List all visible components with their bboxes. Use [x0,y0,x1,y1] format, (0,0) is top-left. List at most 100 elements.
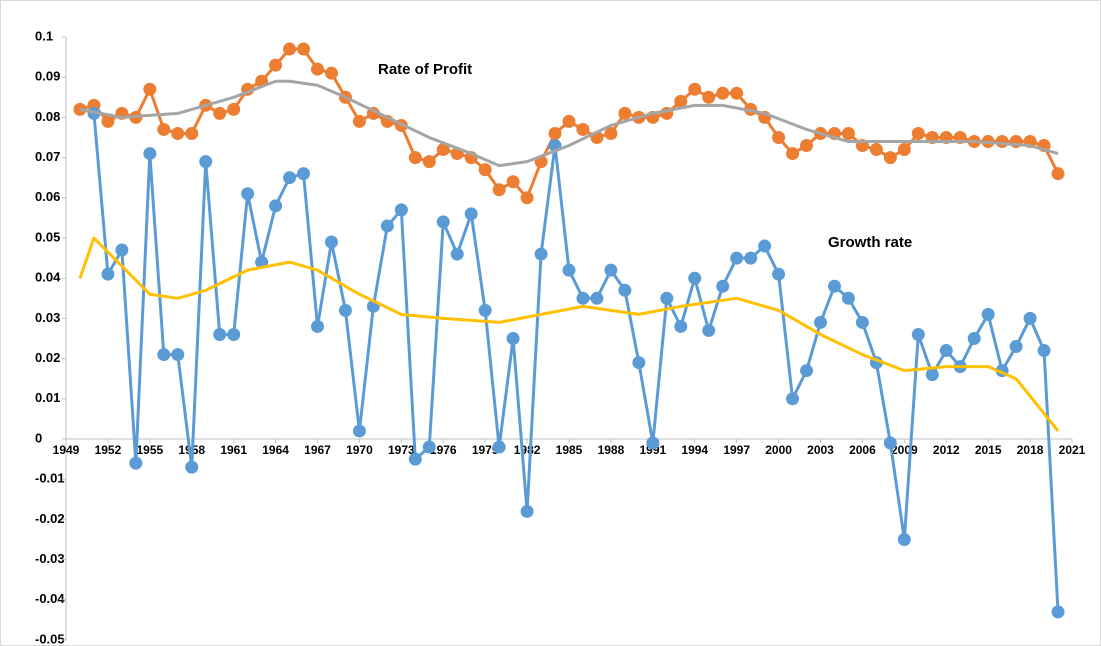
trend-line [79,79,1059,168]
data-point [604,263,618,277]
data-point [786,147,800,161]
data-point [227,327,241,341]
data-point [436,215,450,229]
y-tick-label: 0.07 [35,149,60,164]
y-tick-label: 0.01 [35,390,60,405]
data-point [814,315,827,329]
y-tick-label: -0.03 [35,551,65,566]
data-point [269,58,283,72]
data-point [1037,344,1051,358]
x-tick-label: 2015 [975,443,1002,457]
data-point [772,267,786,281]
x-tick-label: 1949 [53,443,80,457]
x-tick-label: 2003 [807,443,834,457]
data-point [590,291,604,305]
data-point [492,440,506,454]
data-point [967,332,981,345]
data-point [883,436,897,450]
x-tick-label: 2021 [1059,443,1086,457]
y-tick-label: 0 [35,430,42,445]
data-point [911,126,925,140]
data-point [436,143,450,157]
data-point [883,151,897,165]
data-point [702,323,716,337]
data-point [562,114,576,128]
y-tick-label: 0.05 [35,229,60,244]
y-tick-label: 0.09 [35,69,60,84]
data-point [422,440,436,454]
data-point [450,247,464,261]
x-tick-label: 1973 [388,443,415,457]
data-point [674,319,688,333]
x-tick-label: 1970 [346,443,373,457]
data-point [981,307,995,321]
data-point [464,207,478,221]
data-point [115,243,129,257]
y-tick-label: 0.08 [35,109,60,124]
y-tick-label: -0.01 [35,471,65,486]
data-point [730,251,744,265]
data-point [827,279,841,293]
data-point [604,126,618,140]
x-tick-label: 1961 [220,443,247,457]
data-point [478,163,492,177]
data-point [911,327,925,341]
annotation: Rate of Profit [378,61,472,78]
data-point [408,452,422,466]
data-point [269,199,283,213]
data-point [394,203,408,217]
data-point [660,291,674,305]
x-tick-label: 1988 [598,443,625,457]
trend-line [78,236,1060,432]
annotation: Growth rate [828,234,912,251]
x-tick-label: 2018 [1017,443,1044,457]
data-point [185,126,199,140]
y-tick-label: -0.04 [35,591,65,606]
data-point [562,263,576,277]
x-tick-label: 1967 [304,443,331,457]
data-point [995,135,1009,149]
data-point [520,504,534,518]
x-tick-label: 2012 [933,443,960,457]
data-point [101,114,115,128]
data-point [422,155,436,169]
data-point [674,94,688,108]
data-point [101,267,115,281]
y-tick-label: 0.1 [35,28,53,43]
data-point [618,106,632,120]
data-point [869,143,883,157]
x-tick-label: 1991 [639,443,666,457]
data-point [716,86,730,100]
data-point [688,82,702,96]
x-tick-label: 1979 [472,443,499,457]
data-point [548,126,562,140]
data-point [213,106,227,120]
data-point [925,368,939,382]
data-point [199,155,213,169]
x-tick-label: 2000 [765,443,792,457]
data-point [324,66,338,80]
data-point [311,319,324,333]
data-point [338,303,352,317]
y-tick-label: -0.02 [35,511,65,526]
x-tick-label: 1952 [95,443,122,457]
data-point [800,139,814,153]
data-point [702,90,716,104]
y-tick-label: 0.04 [35,270,61,285]
data-point [324,235,338,249]
x-tick-label: 2006 [849,443,876,457]
data-point [241,187,255,201]
data-point [1009,340,1023,354]
data-point [716,279,730,293]
data-point [283,42,297,56]
data-point [171,348,185,362]
data-point [213,327,227,341]
y-tick-label: 0.02 [35,350,60,365]
data-point [841,126,855,140]
data-point [758,239,772,253]
data-point [506,175,520,189]
data-point [688,271,702,285]
data-point [646,436,660,450]
x-tick-label: 1955 [136,443,163,457]
